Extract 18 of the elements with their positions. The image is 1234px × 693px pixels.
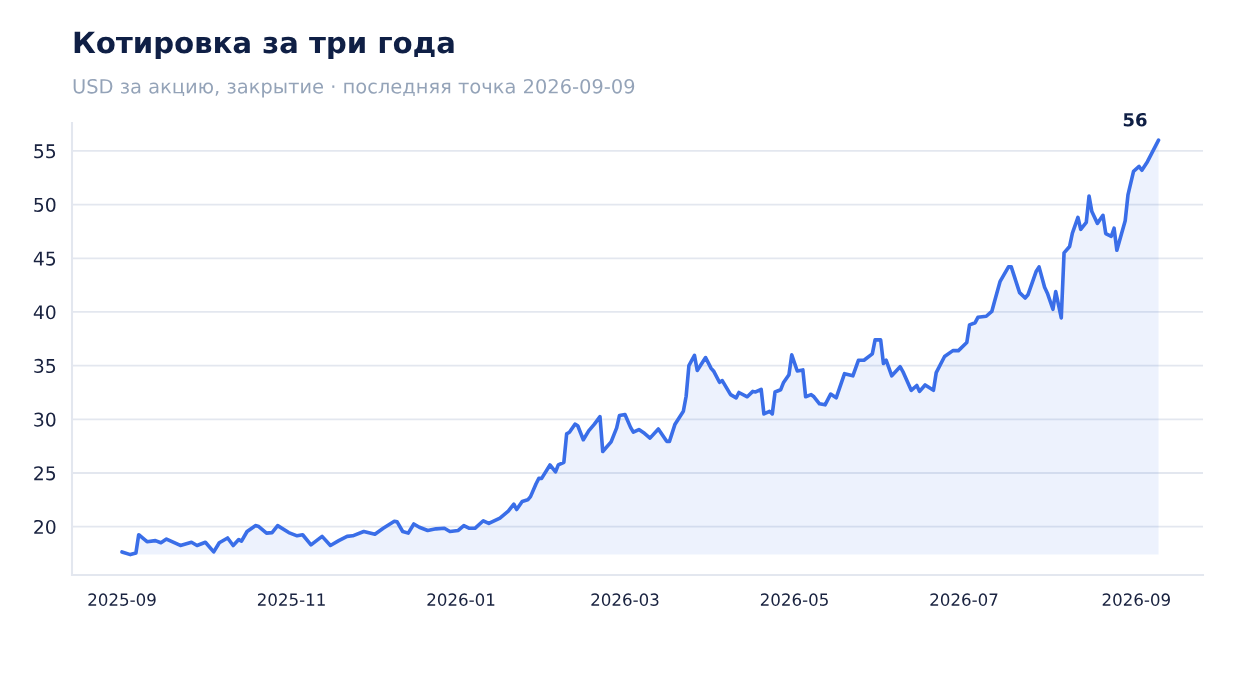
x-tick-label: 2026-05 (760, 593, 828, 606)
chart-title: Котировка за три года (74, 31, 454, 60)
y-tick-label: 50 (34, 197, 56, 212)
y-tick-label: 20 (34, 519, 56, 535)
x-tick-label: 2026-03 (591, 593, 659, 606)
x-tick-label: 2026-09 (1102, 593, 1170, 606)
x-tick-label: 2025-09 (88, 593, 156, 606)
x-tick-label: 2026-01 (427, 593, 495, 606)
x-tick-label: 2026-07 (930, 593, 998, 606)
annotation: 56 (1123, 112, 1147, 127)
y-tick-label: 35 (34, 358, 56, 374)
y-tick-label: 30 (34, 412, 56, 427)
y-tick-label: 25 (34, 466, 56, 481)
chart-subtitle: USD за акцию, закрытие · последняя точка 2026-09-09 (73, 78, 635, 98)
x-tick-label: 2025-11 (257, 593, 325, 606)
y-tick-label: 55 (34, 144, 56, 159)
y-tick-label: 40 (33, 305, 56, 320)
y-tick-label: 45 (33, 251, 56, 266)
